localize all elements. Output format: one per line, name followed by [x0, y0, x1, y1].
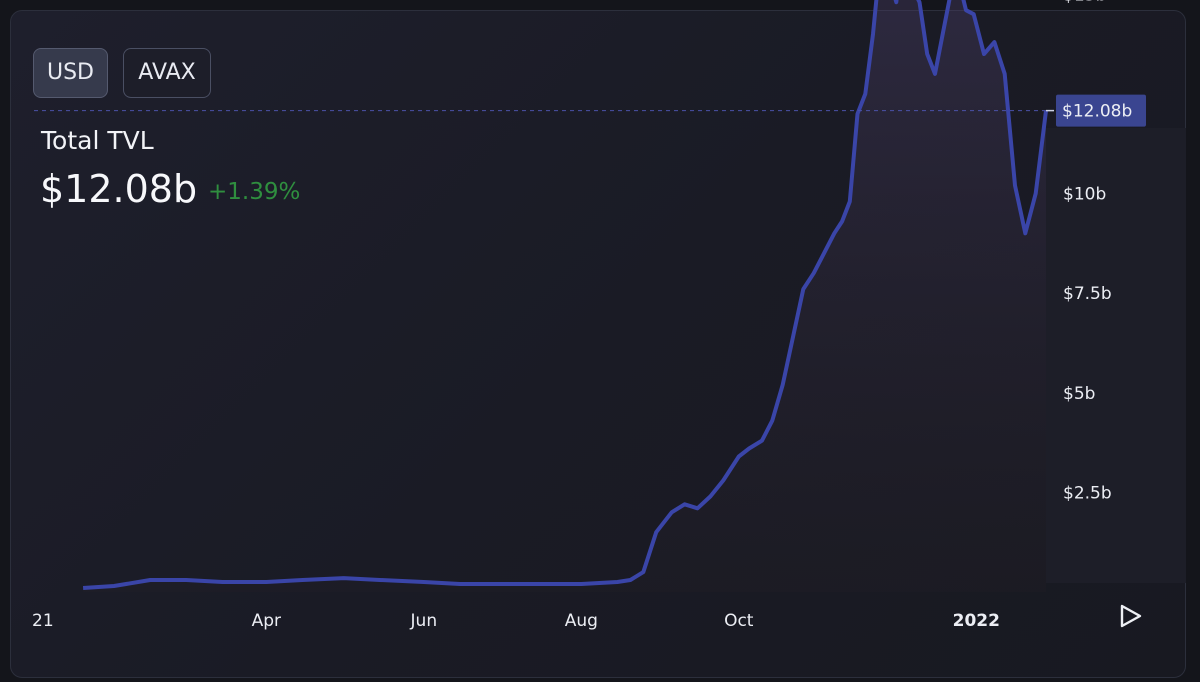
y-tick-label: $10b — [1063, 185, 1106, 205]
current-value-label: $12.08b — [1062, 102, 1132, 122]
play-icon — [1120, 604, 1142, 628]
x-tick-label: Aug — [565, 611, 598, 631]
y-tick-label: $5b — [1063, 384, 1095, 404]
x-tick-label: 2022 — [953, 611, 1000, 631]
tvl-series-line — [82, 0, 1048, 590]
y-tick-label: $15b — [1063, 0, 1106, 5]
y-tick-label: $2.5b — [1063, 483, 1112, 503]
tvl-area-fill — [83, 0, 1046, 592]
usd-toggle-button[interactable]: USD — [33, 48, 108, 98]
play-button[interactable] — [1117, 602, 1145, 630]
x-tick-label: Oct — [724, 611, 754, 631]
x-tick-label: Jun — [410, 611, 438, 631]
tvl-value: $12.08b — [40, 167, 198, 211]
y-tick-label: $7.5b — [1063, 284, 1112, 304]
current-value-tag: $12.08b — [1046, 94, 1146, 127]
tvl-change-percent: +1.39% — [208, 179, 301, 205]
avax-toggle-button[interactable]: AVAX — [123, 48, 211, 98]
tvl-title: Total TVL — [41, 126, 154, 155]
x-tick-label: 21 — [32, 611, 54, 631]
x-tick-label: Apr — [252, 611, 281, 631]
price-axis-background — [1046, 128, 1186, 583]
